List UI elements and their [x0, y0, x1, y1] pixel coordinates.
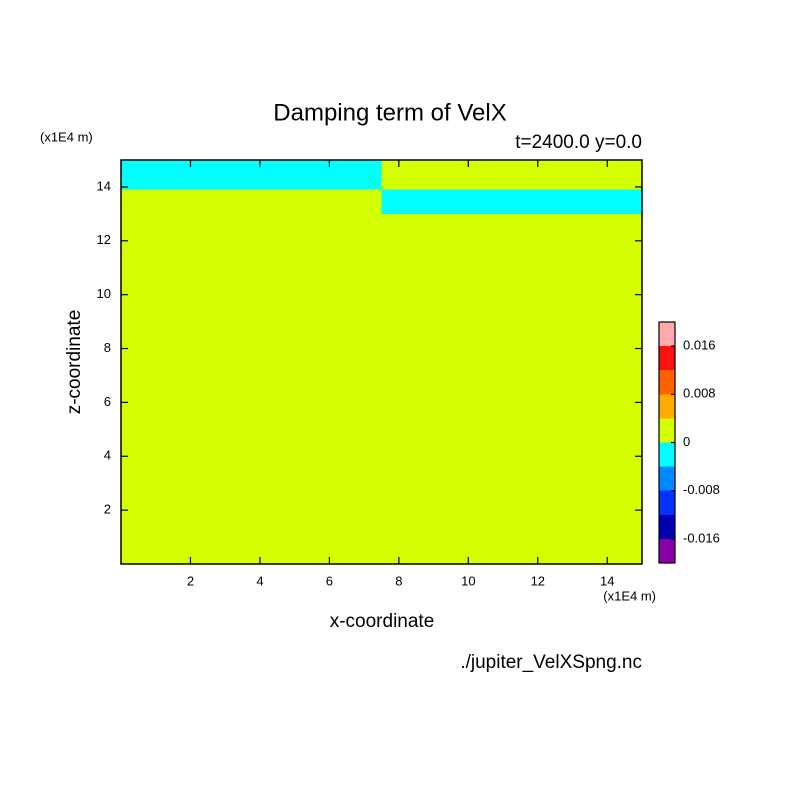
colorbar-tick-label: 0.008: [683, 386, 716, 401]
contour-region: [121, 189, 382, 565]
colorbar-band: [659, 322, 675, 347]
y-tick-label: 10: [97, 286, 111, 301]
x-tick-label: 8: [395, 573, 402, 588]
y-unit: (x1E4 m): [40, 129, 93, 144]
x-tick-label: 10: [461, 573, 475, 588]
contour-region: [381, 189, 642, 214]
contour-region: [121, 160, 382, 190]
x-tick-label: 14: [600, 573, 614, 588]
y-tick-label: 14: [97, 178, 111, 193]
x-tick-label: 12: [531, 573, 545, 588]
chart-title: Damping term of VelX: [273, 99, 506, 126]
colorbar-band: [659, 370, 675, 395]
y-tick-label: 8: [104, 340, 111, 355]
plot-frame: [120, 159, 643, 565]
colorbar-band: [659, 490, 675, 515]
x-tick-label: 6: [326, 573, 333, 588]
colorbar-band: [659, 442, 675, 467]
colorbar-band: [659, 346, 675, 371]
y-tick-label: 4: [104, 448, 111, 463]
source-file: ./jupiter_VelXSpng.nc: [460, 652, 642, 673]
colorbar-tick-label: -0.016: [683, 530, 720, 545]
x-unit: (x1E4 m): [603, 588, 656, 603]
colorbar-band: [659, 514, 675, 539]
y-tick-label: 2: [104, 502, 111, 517]
x-tick-label: 2: [187, 573, 194, 588]
colorbar-band: [659, 394, 675, 419]
contour-region: [381, 213, 642, 564]
x-tick-label: 4: [256, 573, 263, 588]
colorbar-tick-label: -0.008: [683, 482, 720, 497]
colorbar-band: [659, 466, 675, 491]
colorbar-tick-label: 0: [683, 434, 690, 449]
contour-region: [381, 160, 642, 190]
colorbar-tick-label: 0.016: [683, 338, 716, 353]
colorbar-band: [659, 418, 675, 443]
y-tick-label: 6: [104, 394, 111, 409]
x-axis-label: x-coordinate: [330, 611, 435, 632]
y-tick-label: 12: [97, 232, 111, 247]
subtitle: t=2400.0 y=0.0: [515, 132, 642, 153]
colorbar-band: [659, 538, 675, 563]
y-axis-label: z-coordinate: [64, 310, 85, 415]
